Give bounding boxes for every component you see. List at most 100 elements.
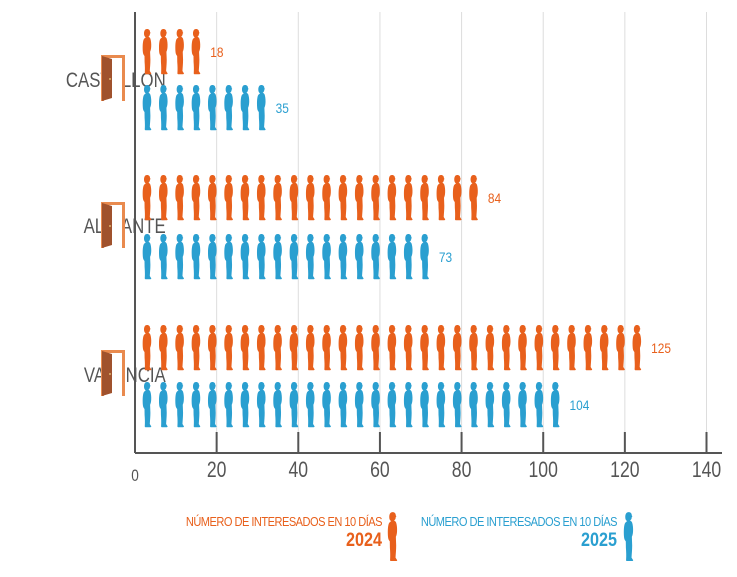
person-mark bbox=[175, 382, 184, 428]
person-mark bbox=[469, 175, 478, 221]
person-mark bbox=[436, 325, 446, 371]
x-tick-label: 120 bbox=[610, 458, 639, 482]
data-label: 104 bbox=[570, 397, 590, 413]
person-mark bbox=[403, 234, 413, 280]
person-mark bbox=[289, 382, 299, 428]
legend-year: 2025 bbox=[581, 530, 617, 551]
person-mark bbox=[256, 382, 266, 428]
person-mark bbox=[436, 382, 446, 428]
person-mark bbox=[240, 382, 250, 428]
person-mark bbox=[501, 325, 511, 371]
person-mark bbox=[273, 234, 282, 280]
person-mark bbox=[354, 234, 364, 280]
person-mark bbox=[273, 325, 282, 371]
person-mark bbox=[452, 175, 462, 221]
person-mark bbox=[322, 325, 331, 371]
person-mark bbox=[256, 175, 266, 221]
x-tick-label: 100 bbox=[529, 458, 558, 482]
person-mark bbox=[420, 234, 429, 280]
person-mark bbox=[387, 175, 397, 221]
person-mark bbox=[371, 175, 380, 221]
person-mark bbox=[224, 175, 233, 221]
person-mark bbox=[289, 325, 299, 371]
person-mark bbox=[338, 175, 348, 221]
person-mark bbox=[142, 234, 152, 280]
data-label: 35 bbox=[276, 100, 289, 116]
legend-label: NÚMERO DE INTERESADOS EN 10 DÍAS bbox=[420, 514, 618, 529]
person-mark bbox=[256, 234, 266, 280]
person-mark bbox=[305, 325, 315, 371]
person-mark bbox=[354, 175, 364, 221]
person-mark bbox=[469, 325, 478, 371]
x-tick-label: 80 bbox=[452, 458, 472, 482]
person-mark bbox=[354, 325, 364, 371]
person-mark bbox=[354, 382, 364, 428]
person-mark bbox=[175, 325, 184, 371]
open-door-icon bbox=[101, 350, 125, 396]
person-mark bbox=[224, 85, 233, 131]
person-mark bbox=[338, 234, 348, 280]
person-mark bbox=[550, 325, 560, 371]
person-mark bbox=[420, 175, 429, 221]
x-tick-label: 60 bbox=[370, 458, 390, 482]
person-mark bbox=[256, 85, 266, 131]
person-mark bbox=[599, 325, 609, 371]
person-mark bbox=[191, 29, 201, 75]
legend-item-2025: NÚMERO DE INTERESADOS EN 10 DÍAS 2025 bbox=[385, 514, 618, 551]
person-mark bbox=[175, 234, 184, 280]
person-mark bbox=[256, 325, 266, 371]
person-mark bbox=[485, 382, 495, 428]
person-mark bbox=[305, 175, 315, 221]
person-mark bbox=[159, 382, 168, 428]
person-mark bbox=[273, 175, 282, 221]
person-mark bbox=[240, 175, 250, 221]
person-mark bbox=[142, 29, 152, 75]
person-mark bbox=[224, 382, 233, 428]
person-mark bbox=[159, 175, 168, 221]
person-mark bbox=[240, 85, 250, 131]
person-mark bbox=[501, 382, 511, 428]
person-mark bbox=[305, 382, 315, 428]
x-tick-label: 140 bbox=[692, 458, 721, 482]
person-mark bbox=[159, 234, 168, 280]
person-mark bbox=[240, 325, 250, 371]
person-mark bbox=[436, 175, 446, 221]
person-mark bbox=[175, 85, 184, 131]
person-mark bbox=[403, 382, 413, 428]
person-mark bbox=[322, 234, 331, 280]
person-mark bbox=[207, 85, 217, 131]
person-mark bbox=[550, 382, 560, 428]
person-mark bbox=[518, 382, 527, 428]
person-mark bbox=[371, 382, 380, 428]
person-mark bbox=[632, 325, 642, 371]
person-mark bbox=[387, 234, 397, 280]
x-tick-label: 0 bbox=[131, 467, 139, 486]
person-mark bbox=[240, 234, 250, 280]
person-mark bbox=[207, 382, 217, 428]
person-mark bbox=[191, 325, 201, 371]
person-mark bbox=[207, 175, 217, 221]
data-label: 125 bbox=[651, 340, 671, 356]
data-label: 18 bbox=[210, 44, 223, 60]
person-mark bbox=[142, 382, 152, 428]
person-mark bbox=[191, 175, 201, 221]
person-icon bbox=[623, 512, 634, 562]
person-mark bbox=[371, 325, 380, 371]
legend-item-2024: NÚMERO DE INTERESADOS EN 10 DÍAS 2024 bbox=[150, 515, 383, 550]
open-door-icon bbox=[101, 202, 125, 248]
person-mark bbox=[485, 325, 495, 371]
person-mark bbox=[142, 175, 152, 221]
person-mark bbox=[175, 175, 184, 221]
person-mark bbox=[224, 234, 233, 280]
person-mark bbox=[387, 325, 397, 371]
person-mark bbox=[387, 382, 397, 428]
open-door-icon bbox=[101, 55, 125, 101]
person-mark bbox=[403, 175, 413, 221]
x-tick-label: 40 bbox=[288, 458, 308, 482]
data-label: 84 bbox=[488, 190, 501, 206]
person-mark bbox=[191, 382, 201, 428]
person-mark bbox=[371, 234, 380, 280]
person-mark bbox=[322, 175, 331, 221]
person-mark bbox=[420, 382, 429, 428]
